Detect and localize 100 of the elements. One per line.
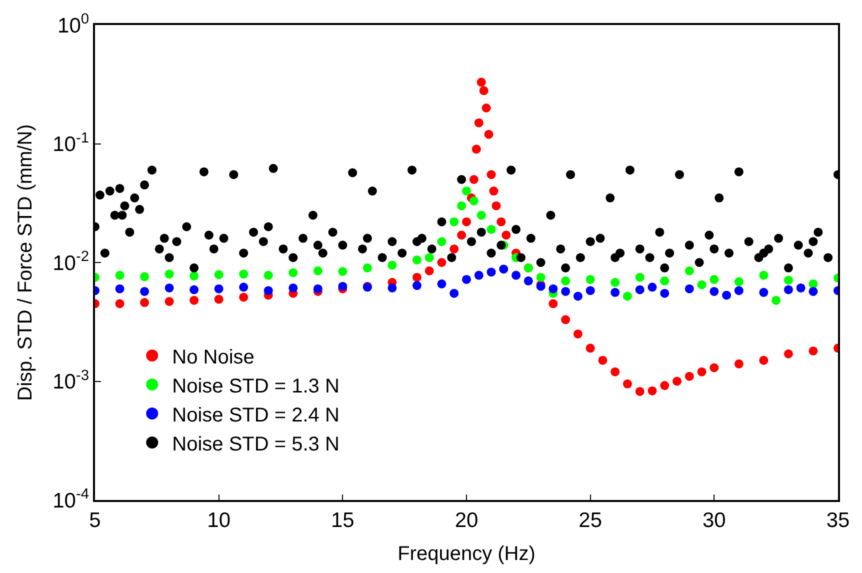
- point: [648, 282, 657, 292]
- point: [450, 244, 459, 254]
- point: [115, 299, 124, 308]
- point: [784, 349, 793, 358]
- point: [489, 186, 498, 196]
- point: [622, 292, 632, 301]
- point: [808, 346, 818, 356]
- point: [288, 283, 298, 292]
- point: [388, 283, 397, 292]
- point: [424, 266, 434, 276]
- point: [808, 286, 818, 296]
- point: [684, 284, 694, 294]
- point: [672, 376, 682, 386]
- point: [190, 285, 199, 294]
- point: [561, 315, 570, 324]
- point: [362, 263, 372, 272]
- point: [499, 264, 508, 274]
- point: [684, 372, 694, 381]
- point: [412, 272, 422, 282]
- point: [697, 280, 706, 290]
- point: [502, 230, 511, 240]
- y-tick-label: 10$^{-1}$: [52, 130, 90, 156]
- point: [264, 286, 273, 296]
- point: [190, 271, 199, 280]
- point: [734, 359, 744, 368]
- point: [190, 296, 199, 305]
- point: [784, 276, 793, 285]
- point: [586, 286, 595, 296]
- point: [561, 286, 570, 296]
- point: [486, 224, 496, 234]
- point: [759, 288, 768, 297]
- point: [586, 344, 595, 353]
- point: [734, 286, 744, 296]
- point: [784, 285, 793, 294]
- x-tick-label: 10: [207, 508, 231, 532]
- point: [524, 276, 533, 286]
- point: [462, 274, 471, 284]
- point: [462, 186, 471, 196]
- point: [586, 274, 595, 284]
- point: [115, 284, 124, 294]
- point: [482, 104, 491, 112]
- point: [486, 268, 496, 277]
- point: [486, 170, 496, 180]
- point: [772, 296, 781, 305]
- point: [512, 270, 521, 280]
- point: [648, 386, 657, 396]
- point: [484, 130, 494, 139]
- point: [684, 266, 694, 276]
- x-tick-label: 5: [89, 508, 101, 532]
- point: [457, 230, 466, 240]
- point: [140, 286, 150, 296]
- point: [214, 284, 224, 294]
- legend-label: No Noise: [172, 346, 254, 368]
- point: [635, 386, 644, 396]
- point: [338, 282, 348, 291]
- point: [561, 276, 570, 286]
- point: [536, 272, 546, 282]
- legend-label: Noise STD = 2.4 N: [172, 404, 340, 426]
- y-tick-label: 10$^{-4}$: [52, 486, 90, 512]
- point: [660, 381, 670, 390]
- point: [140, 298, 150, 308]
- x-tick-label: 25: [578, 508, 602, 532]
- point: [476, 210, 486, 220]
- y-tick-label: 10$^{-2}$: [52, 249, 90, 275]
- point: [424, 253, 434, 262]
- point: [164, 270, 174, 279]
- point: [214, 294, 224, 304]
- x-tick-label: 35: [826, 508, 850, 532]
- point: [622, 379, 632, 388]
- point: [573, 292, 582, 301]
- point: [734, 277, 744, 286]
- point: [388, 260, 397, 270]
- y-tick-label: 10$^{-3}$: [52, 368, 90, 394]
- point: [610, 367, 620, 376]
- point: [313, 266, 322, 276]
- point: [476, 78, 486, 87]
- point: [462, 217, 471, 226]
- point: [140, 272, 150, 282]
- point: [710, 286, 719, 296]
- point: [469, 196, 478, 206]
- point: [469, 175, 478, 184]
- point: [759, 356, 768, 365]
- point: [635, 272, 644, 282]
- point: [548, 284, 558, 294]
- point: [164, 296, 174, 306]
- point: [450, 217, 459, 226]
- point: [492, 201, 501, 210]
- point: [759, 270, 768, 280]
- point: [239, 270, 248, 279]
- point: [796, 283, 806, 292]
- point: [412, 255, 422, 264]
- point: [437, 279, 446, 288]
- point: [660, 276, 670, 286]
- x-tick-label: 15: [330, 508, 354, 532]
- point: [474, 270, 484, 280]
- point: [660, 288, 670, 298]
- point: [313, 284, 322, 294]
- point: [697, 367, 706, 376]
- point: [710, 274, 719, 284]
- point: [573, 329, 582, 338]
